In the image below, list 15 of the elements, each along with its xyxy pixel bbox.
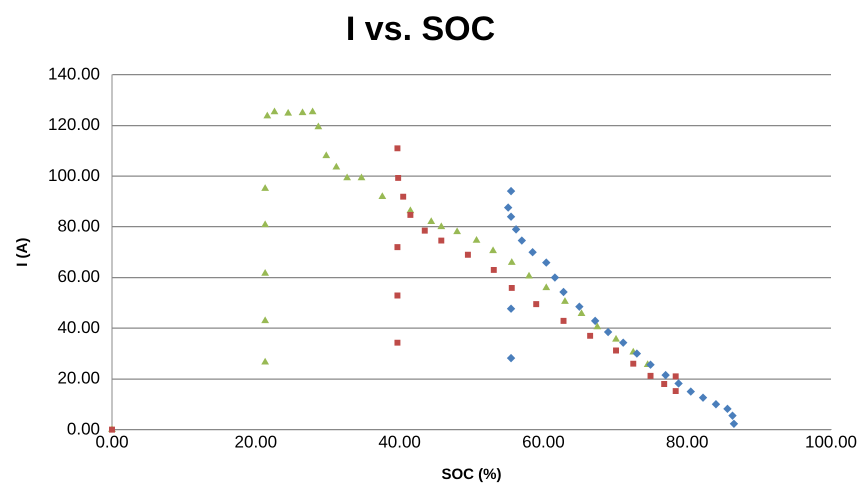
- x-tick-label: 20.00: [234, 432, 278, 452]
- y-tick-label: 120.00: [48, 115, 100, 134]
- x-tick-label: 80.00: [666, 432, 708, 452]
- y-tick-label: 140.00: [48, 64, 100, 84]
- y-tick-label: 20.00: [57, 368, 100, 388]
- x-axis-title: SOC (%): [442, 466, 502, 484]
- x-tick-label: 60.00: [522, 432, 565, 452]
- y-tick-label: 100.00: [48, 166, 100, 185]
- y-tick-label: 80.00: [57, 216, 100, 236]
- chart-title: I vs. SOC: [346, 10, 496, 48]
- x-tick-label: 100.00: [805, 432, 857, 452]
- y-tick-label: 60.00: [57, 267, 100, 286]
- y-tick-label: 40.00: [57, 318, 100, 337]
- y-axis-title: I (A): [14, 238, 32, 267]
- x-tick-label: 40.00: [378, 432, 421, 452]
